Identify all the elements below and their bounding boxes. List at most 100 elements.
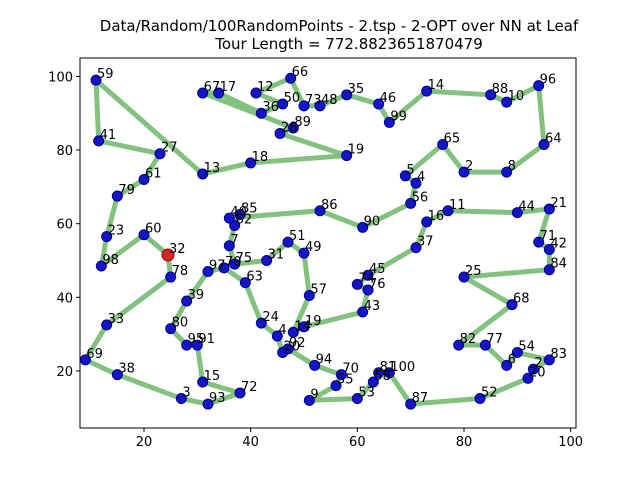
node-label: 7 bbox=[230, 233, 238, 248]
node-label: 83 bbox=[550, 347, 567, 362]
node-marker bbox=[314, 205, 326, 217]
node-label: 68 bbox=[513, 292, 530, 307]
node-marker bbox=[373, 98, 385, 110]
tour-edge bbox=[360, 200, 414, 230]
tour-edge bbox=[104, 193, 120, 240]
tour-edge bbox=[408, 396, 483, 407]
node-label: 95 bbox=[188, 332, 205, 347]
node-marker bbox=[511, 347, 523, 359]
node-label: 84 bbox=[550, 257, 567, 272]
node-label: 67 bbox=[204, 80, 221, 95]
node-marker bbox=[197, 168, 209, 180]
node-marker bbox=[543, 243, 555, 255]
node-label: 12 bbox=[257, 80, 274, 95]
node-label: 14 bbox=[294, 319, 311, 334]
node-marker bbox=[93, 135, 105, 147]
node-marker bbox=[175, 393, 187, 405]
node-label: 69 bbox=[86, 347, 103, 362]
node-marker bbox=[362, 269, 374, 281]
node-label: 38 bbox=[118, 362, 135, 377]
node-marker bbox=[282, 343, 294, 355]
node-label: 23 bbox=[108, 224, 125, 239]
node-marker bbox=[218, 262, 230, 274]
tour-edge bbox=[536, 83, 547, 148]
tour-edge bbox=[248, 153, 350, 166]
node-marker bbox=[303, 289, 315, 301]
node-marker bbox=[330, 380, 342, 392]
tour-edge bbox=[301, 250, 312, 298]
tour-edge bbox=[277, 130, 350, 159]
tour-edge bbox=[301, 309, 366, 330]
node-marker bbox=[357, 306, 369, 318]
node-marker bbox=[95, 260, 107, 272]
tour-edge bbox=[402, 142, 446, 179]
node-label: 53 bbox=[358, 386, 375, 401]
node-marker bbox=[165, 271, 177, 283]
node-label: 25 bbox=[465, 264, 482, 279]
node-marker bbox=[527, 363, 539, 375]
node-label: 9 bbox=[310, 387, 318, 402]
node-label: 46 bbox=[380, 91, 397, 106]
node-marker bbox=[271, 330, 283, 342]
node-label: 75 bbox=[236, 251, 253, 266]
node-layer bbox=[79, 72, 555, 410]
node-label: 27 bbox=[161, 141, 178, 156]
node-label: 51 bbox=[289, 229, 306, 244]
node-label: 35 bbox=[348, 82, 365, 97]
node-label: 89 bbox=[294, 115, 311, 130]
node-label: 48 bbox=[321, 93, 338, 108]
node-marker bbox=[405, 398, 417, 410]
node-marker bbox=[309, 359, 321, 371]
chart-title-line2: Tour Length = 772.8823651870479 bbox=[214, 35, 483, 53]
node-label: 45 bbox=[369, 262, 386, 277]
node-label: 55 bbox=[337, 373, 354, 388]
node-label: 2 bbox=[534, 356, 542, 371]
node-marker bbox=[522, 372, 534, 384]
node-marker bbox=[255, 317, 267, 329]
plot-frame bbox=[79, 57, 577, 429]
node-label: 98 bbox=[102, 253, 119, 268]
tour-edge bbox=[386, 370, 414, 407]
tour-edge bbox=[242, 280, 264, 326]
node-label: 86 bbox=[321, 198, 338, 213]
tour-edge bbox=[96, 138, 163, 157]
node-label: 2 bbox=[465, 159, 473, 174]
node-marker bbox=[341, 89, 353, 101]
node-marker bbox=[111, 369, 123, 381]
node-label: 82 bbox=[460, 332, 477, 347]
node-label: 36 bbox=[262, 100, 279, 115]
node-marker bbox=[298, 247, 310, 259]
tour-edge bbox=[456, 302, 515, 348]
node-label: 49 bbox=[305, 240, 322, 255]
node-label: 70 bbox=[342, 362, 359, 377]
node-marker bbox=[314, 100, 326, 112]
node-label: 97 bbox=[209, 259, 226, 274]
node-marker bbox=[421, 85, 433, 97]
node-marker bbox=[474, 393, 486, 405]
x-tick-label: 80 bbox=[456, 435, 473, 450]
tour-edge bbox=[461, 267, 552, 280]
node-label: 20 bbox=[284, 340, 301, 355]
tour-edge bbox=[290, 292, 312, 335]
node-label: 76 bbox=[369, 277, 386, 292]
node-marker bbox=[538, 139, 550, 151]
node-label: 3 bbox=[182, 386, 190, 401]
tour-edge bbox=[82, 322, 110, 363]
tour-edge bbox=[205, 390, 243, 407]
node-label: 14 bbox=[428, 78, 445, 93]
tour-edge bbox=[504, 142, 547, 175]
node-label: 31 bbox=[268, 247, 285, 262]
node-label: 19 bbox=[305, 314, 322, 329]
tour-edge bbox=[200, 90, 296, 131]
node-marker bbox=[458, 271, 470, 283]
node-marker bbox=[223, 212, 235, 224]
node-label: 4 bbox=[417, 170, 425, 185]
node-marker bbox=[138, 173, 150, 185]
node-marker bbox=[341, 150, 353, 162]
node-label: 65 bbox=[444, 132, 461, 147]
node-marker bbox=[298, 100, 310, 112]
tour-edge bbox=[82, 357, 120, 378]
